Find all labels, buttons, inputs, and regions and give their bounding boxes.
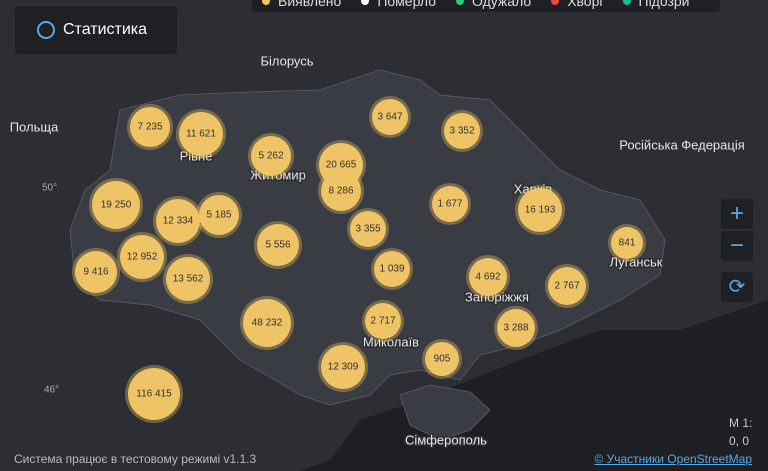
case-count: 5 556 [265,240,290,251]
case-bubble [365,303,401,339]
case-bubble [372,99,408,135]
case-bubble [120,235,164,279]
reset[interactable]: ⟳ [721,272,753,302]
legend-item[interactable]: Одужало [456,0,531,9]
case-bubble [497,309,535,347]
crimea [399,384,491,441]
legend: Виявлено Померло Одужало Хворі Підозри [252,0,720,12]
case-count: 2 767 [554,281,579,292]
case-count: 12 952 [127,252,158,263]
case-count: 12 334 [163,216,194,227]
place-label: Російська Федерація [619,137,745,152]
case-count: 841 [619,238,636,249]
case-bubble [518,188,562,232]
case-count: 3 288 [503,323,528,334]
case-count: 905 [434,354,451,365]
case-count: 3 355 [355,224,380,235]
footer-status: Система працює в тестовому режимі v1.1.3 [14,452,257,466]
case-bubble [321,345,365,389]
case-bubble [611,227,643,259]
case-count: 4 692 [475,272,500,283]
legend-label: Хворі [567,0,603,9]
button-label: Статистика [63,21,148,38]
statistics-button[interactable]: Статистика [15,6,177,54]
coordinates: 0, 0 [729,434,750,448]
case-bubble [92,181,140,229]
case-bubble [130,107,170,147]
legend-label: Померло [377,0,437,9]
case-count: 5 262 [258,151,283,162]
case-count: 5 185 [206,210,231,221]
case-count: 1 677 [437,199,462,210]
case-bubble [432,186,468,222]
legend-item[interactable]: Померло [361,0,436,9]
case-count: 116 415 [136,389,172,400]
attribution[interactable]: © Участники OpenStreetMap [594,452,752,466]
case-count: 3 647 [377,112,402,123]
case-bubble [243,299,291,347]
legend-item[interactable]: Хворі [551,0,603,9]
legend-label: Підозри [638,0,690,9]
place-label: Білорусь [260,53,313,68]
legend-dot [551,0,560,5]
case-bubble [548,267,586,305]
case-count: 12 309 [328,362,359,373]
case-count: 9 416 [83,267,108,278]
case-bubble [321,171,361,211]
zoom-in[interactable]: + [721,199,753,229]
legend-dot [262,0,270,5]
case-count: 19 250 [101,200,132,211]
case-count: 8 286 [328,186,353,197]
scale-label: М 1: [729,416,753,430]
case-bubble [156,199,200,243]
case-bubble [257,224,299,266]
pie-icon [37,21,55,39]
case-bubble [350,211,386,247]
legend-dot [361,0,370,5]
case-bubble [75,251,117,293]
legend-label: Виявлено [278,0,342,9]
case-bubble [128,368,180,420]
legend-item[interactable]: Підозри [622,0,690,9]
case-count: 20 665 [326,160,357,171]
case-count: 2 717 [370,316,395,327]
place-label: Польща [10,119,59,134]
case-count: 13 562 [173,274,204,285]
legend-dot [456,0,465,5]
case-bubble [469,258,507,296]
legend-dot [622,0,631,5]
case-count: 3 352 [449,126,474,137]
case-bubble [374,251,410,287]
zoom-out[interactable]: − [721,231,753,261]
case-bubble [179,112,223,156]
case-count: 48 232 [252,318,283,329]
case-bubble [166,257,210,301]
case-count: 16 193 [525,205,556,216]
latitude-label: 46° [44,385,59,396]
case-bubble [444,113,480,149]
place-label: Сімферополь [405,432,487,447]
legend-label: Одужало [472,0,532,9]
case-count: 7 235 [137,122,162,133]
case-count: 1 039 [379,264,404,275]
case-bubble [425,342,459,376]
case-bubble [199,195,239,235]
case-bubble [251,136,291,176]
latitude-label: 50° [42,183,57,194]
case-count: 11 621 [186,129,216,140]
legend-item[interactable]: Виявлено [262,0,341,9]
